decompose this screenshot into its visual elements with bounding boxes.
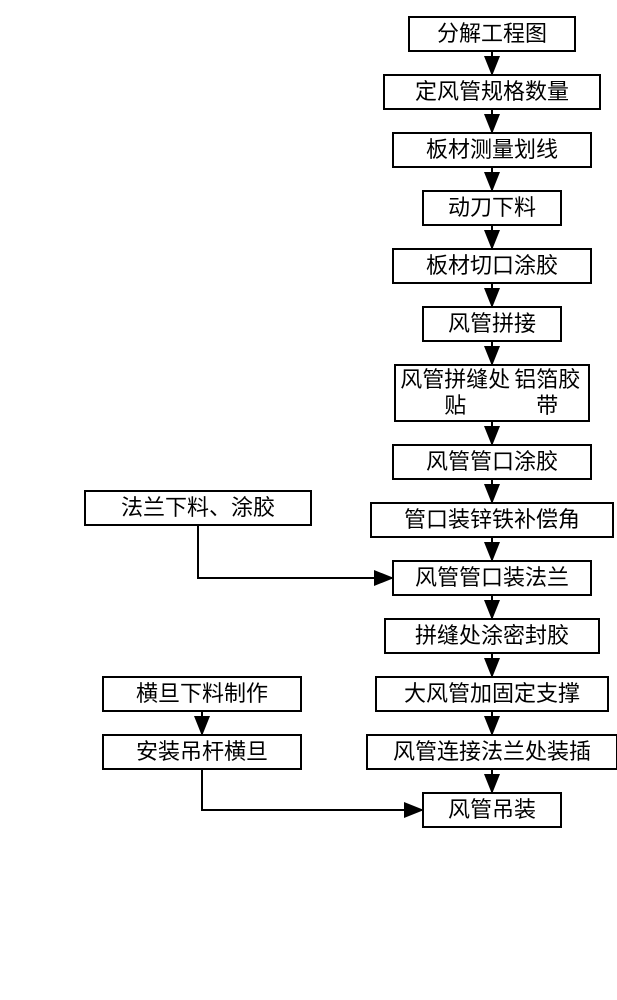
flow-node-n13: 风管连接法兰处装插 xyxy=(366,734,617,770)
flow-node-n4: 动刀下料 xyxy=(422,190,562,226)
flow-node-n11: 拼缝处涂密封胶 xyxy=(384,618,600,654)
flow-node-s3: 安装吊杆横旦 xyxy=(102,734,302,770)
flow-node-s2: 横旦下料制作 xyxy=(102,676,302,712)
flow-node-n2: 定风管规格数量 xyxy=(383,74,601,110)
flow-node-n12: 大风管加固定支撑 xyxy=(375,676,609,712)
flow-node-n8: 风管管口涂胶 xyxy=(392,444,592,480)
flow-node-s1: 法兰下料、涂胶 xyxy=(84,490,312,526)
flow-node-n10: 风管管口装法兰 xyxy=(392,560,592,596)
flow-node-n3: 板材测量划线 xyxy=(392,132,592,168)
flow-node-n5: 板材切口涂胶 xyxy=(392,248,592,284)
flow-node-n1: 分解工程图 xyxy=(408,16,576,52)
flow-node-n14: 风管吊装 xyxy=(422,792,562,828)
flow-node-n9: 管口装锌铁补偿角 xyxy=(370,502,614,538)
flow-node-n6: 风管拼接 xyxy=(422,306,562,342)
flow-node-n7: 风管拼缝处贴铝箔胶带 xyxy=(394,364,590,422)
